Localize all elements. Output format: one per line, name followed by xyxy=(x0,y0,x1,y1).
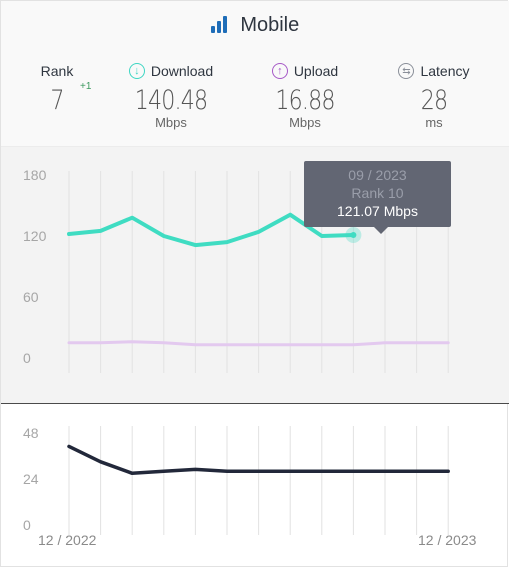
title: Mobile xyxy=(1,14,509,39)
latency-label: Latency xyxy=(420,63,470,79)
download-label: Download xyxy=(150,63,214,79)
download-unit: Mbps xyxy=(155,115,187,130)
upload-value: 16.88 xyxy=(275,85,335,116)
x-label-start: 12 / 2022 xyxy=(38,532,97,548)
y-tick-label: 180 xyxy=(23,167,47,183)
upload-label: Upload xyxy=(293,63,339,79)
download-arrow-icon: ↓ xyxy=(128,63,145,79)
series-line-1-0 xyxy=(67,444,450,476)
y-tick-label: 60 xyxy=(23,289,39,305)
download-value: 140.48 xyxy=(134,85,208,116)
latency-metric[interactable]: ⇆ Latency 28 ms xyxy=(393,63,475,130)
tooltip-date: 09 / 2023 xyxy=(348,167,407,183)
y-tick-label: 120 xyxy=(23,228,47,244)
latency-value: 28 xyxy=(420,85,448,116)
chart-divider xyxy=(1,403,509,404)
upload-arrow-icon: ↑ xyxy=(271,63,288,79)
tooltip-rank: Rank 10 xyxy=(351,185,404,201)
signal-bars-icon xyxy=(210,16,229,39)
series-line-0-1 xyxy=(67,340,450,347)
y-tick-label: 0 xyxy=(23,350,31,366)
y-tick-label: 0 xyxy=(23,517,31,533)
y-tick-label: 48 xyxy=(23,425,39,441)
latency-unit: ms xyxy=(425,115,443,130)
download-metric[interactable]: ↓ Download 140.48 Mbps xyxy=(121,63,221,130)
y-tick-label: 24 xyxy=(23,471,39,487)
upload-unit: Mbps xyxy=(289,115,321,130)
rank-value: 7 xyxy=(50,85,64,116)
rank-label: Rank xyxy=(40,63,74,79)
title-text: Mobile xyxy=(240,14,300,36)
latency-arrows-icon: ⇆ xyxy=(398,63,415,79)
tooltip-value: 121.07 Mbps xyxy=(337,203,418,219)
rank-metric: Rank 7 xyxy=(37,63,77,116)
x-label-end: 12 / 2023 xyxy=(418,532,477,548)
highlight-point xyxy=(350,231,357,238)
upload-metric[interactable]: ↑ Upload 16.88 Mbps xyxy=(265,63,345,130)
header-panel: Mobile Rank 7 +1 ↓ Download 140.48 Mbps … xyxy=(1,1,509,147)
tooltip-arrow xyxy=(374,227,388,234)
rank-delta: +1 xyxy=(80,81,92,92)
chart-tooltip: 09 / 2023 Rank 10 121.07 Mbps xyxy=(304,161,451,234)
